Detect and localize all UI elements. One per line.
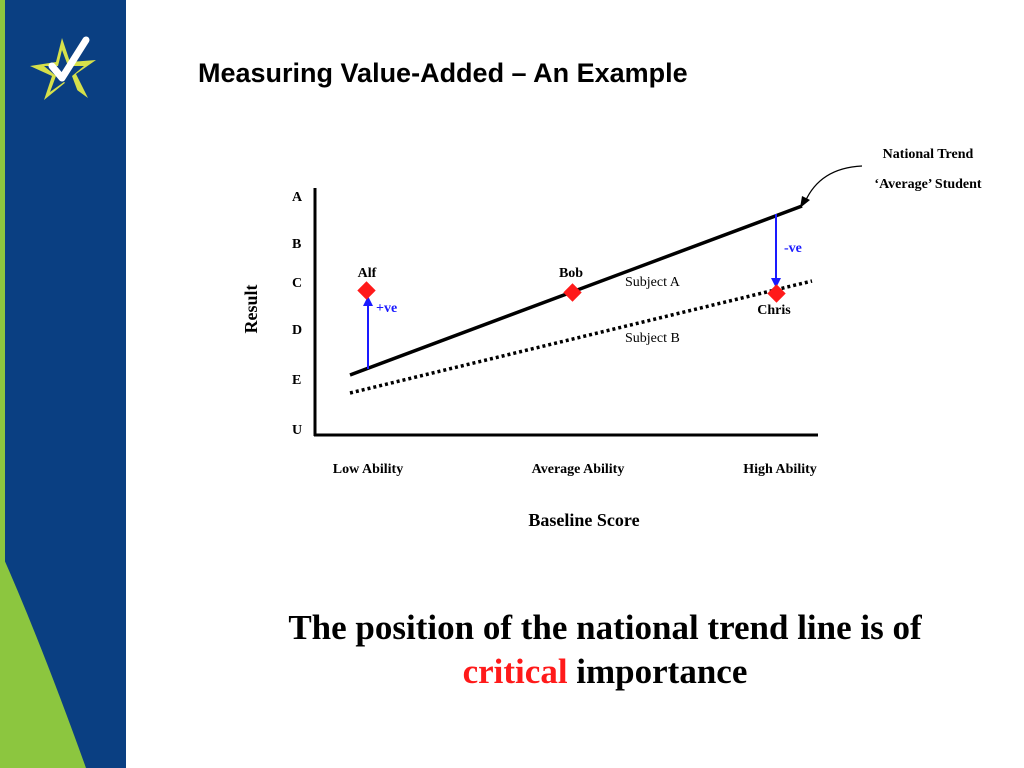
negative-arrowhead [771, 278, 781, 288]
subject-b-trend-line [349, 279, 813, 395]
student-marker-bob [563, 283, 582, 302]
grade-label-c: C [292, 276, 302, 291]
grade-label-b: B [292, 237, 301, 252]
callout-arrowhead [800, 196, 810, 208]
positive-value-label: +ve [376, 301, 397, 316]
star-checkmark-logo [30, 36, 96, 100]
grade-label-u: U [292, 423, 302, 438]
x-tick-average-ability: Average Ability [532, 462, 625, 477]
average-student-label: ‘Average’ Student [874, 177, 982, 192]
x-tick-low-ability: Low Ability [333, 462, 403, 477]
student-marker-chris [767, 284, 786, 303]
caption-highlight-critical: critical [462, 652, 568, 691]
negative-value-label: -ve [784, 241, 802, 256]
slide-title: Measuring Value-Added – An Example [198, 58, 688, 88]
positive-arrowhead [363, 296, 373, 306]
sidebar-panel [0, 0, 126, 768]
national-trend-callout-arrow [804, 165, 863, 203]
y-axis-label: Result [241, 284, 261, 333]
grade-label-e: E [292, 373, 301, 388]
caption-line-2: critical importance [230, 650, 980, 694]
student-label-alf: Alf [358, 266, 377, 281]
subject-a-label: Subject A [625, 275, 681, 290]
national-trend-label: National Trend [883, 147, 974, 162]
sidebar-green-swoosh [0, 550, 86, 768]
student-marker-alf [357, 281, 376, 300]
caption-line-2-rest: importance [567, 652, 748, 691]
subject-b-label: Subject B [625, 331, 680, 346]
student-label-chris: Chris [757, 303, 791, 318]
sidebar-green-edge [0, 0, 5, 768]
grade-label-d: D [292, 323, 302, 338]
student-label-bob: Bob [559, 266, 583, 281]
caption-line-1: The position of the national trend line … [288, 608, 922, 647]
slide-caption: The position of the national trend line … [230, 606, 980, 694]
x-axis-label: Baseline Score [528, 510, 639, 530]
grade-label-a: A [292, 190, 303, 205]
x-tick-high-ability: High Ability [743, 462, 817, 477]
